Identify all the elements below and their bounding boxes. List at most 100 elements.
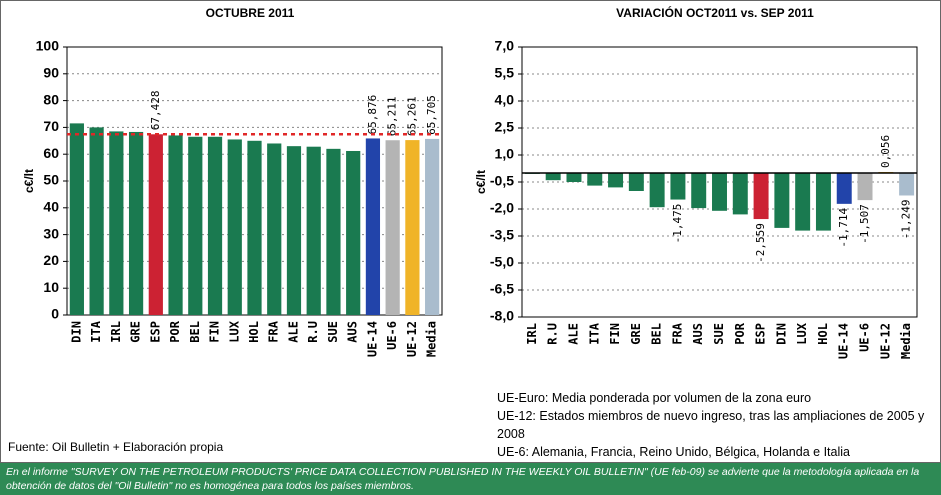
- y-tick-label: -8,0: [490, 308, 514, 324]
- bar: [628, 173, 644, 191]
- y-tick-label: 50: [43, 172, 59, 188]
- bar: [69, 123, 84, 315]
- note: UE-12: Estados miembros de nuevo ingreso…: [497, 409, 925, 441]
- note: UE-6: Alemania, Francia, Reino Unido, Bé…: [497, 445, 850, 459]
- x-tick-label: ALE: [566, 323, 580, 345]
- bar: [753, 173, 769, 220]
- x-tick-label: ALE: [286, 321, 300, 343]
- bar: [425, 138, 440, 315]
- x-tick-label: R.U: [546, 323, 560, 345]
- y-tick-label: 40: [43, 199, 59, 215]
- footer: En el informe "SURVEY ON THE PETROLEUM P…: [0, 463, 941, 495]
- bar: [346, 150, 361, 315]
- x-tick-label: Media: [425, 321, 439, 357]
- x-tick-label: FRA: [267, 320, 281, 342]
- bar: [109, 131, 124, 315]
- value-label: 65,876: [366, 95, 379, 135]
- charts: OCTUBRE 2011 c€/lt 0 10 20 30 40 50 60 70 80 90 100 D…: [0, 0, 941, 463]
- x-tick-label: POR: [733, 322, 747, 344]
- y-tick-label: -5,0: [490, 254, 514, 270]
- y-tick-label: 2,5: [495, 119, 515, 135]
- y-axis-label: c€/lt: [22, 169, 36, 193]
- y-tick-label: 90: [43, 65, 59, 81]
- x-tick-label: AUS: [346, 321, 360, 343]
- x-tick-label: UE-14: [365, 321, 379, 357]
- bar: [608, 173, 624, 188]
- bar: [670, 173, 686, 200]
- x-tick-label: ITA: [587, 322, 601, 344]
- x-tick-label: IRL: [109, 321, 123, 343]
- bar: [587, 173, 603, 186]
- y-tick-label: -2,0: [490, 200, 514, 216]
- y-tick-label: 20: [43, 252, 59, 268]
- x-tick-label: HOL: [247, 321, 261, 343]
- bar: [405, 140, 420, 315]
- plot-frame: [521, 46, 918, 318]
- bar: [188, 136, 203, 315]
- value-label: 67,428: [149, 91, 162, 131]
- chart-title: OCTUBRE 2011: [206, 6, 295, 20]
- y-tick-label: 4,0: [495, 92, 515, 108]
- bar: [365, 138, 381, 315]
- bar: [691, 173, 707, 209]
- value-label: -1,249: [900, 199, 913, 239]
- notes: UE-Euro: Media ponderada por volumen de …: [497, 389, 937, 461]
- bar: [385, 140, 400, 315]
- x-tick-label: UE-6: [858, 323, 872, 352]
- y-axis-label: c€/lt: [474, 170, 488, 194]
- bar: [306, 146, 321, 315]
- x-tick-label: BEL: [650, 323, 664, 345]
- bar: [545, 173, 561, 181]
- bar: [712, 173, 727, 211]
- x-tick-label: Media: [899, 323, 913, 359]
- value-label: -2,559: [754, 223, 767, 263]
- y-tick-label: 7,0: [495, 38, 515, 54]
- bar: [207, 136, 223, 315]
- bar: [227, 139, 242, 315]
- bar: [247, 140, 262, 315]
- chart-title: VARIACIÓN OCT2011 vs. SEP 2011: [616, 5, 814, 20]
- x-tick-label: LUX: [795, 322, 809, 344]
- bar: [732, 173, 748, 215]
- x-tick-label: POR: [168, 320, 182, 342]
- bar: [857, 173, 873, 201]
- x-tick-label: FRA: [670, 322, 684, 344]
- x-tick-label: HOL: [816, 323, 830, 345]
- x-tick-label: IRL: [525, 323, 539, 345]
- value-label: 65,705: [425, 95, 438, 135]
- bar: [774, 173, 790, 228]
- x-tick-label: UE-12: [878, 323, 892, 359]
- x-tick-label: DIN: [774, 323, 788, 345]
- x-tick-label: LUX: [227, 320, 241, 342]
- bar: [836, 173, 852, 204]
- y-tick-label: 5,5: [495, 65, 515, 81]
- bar: [649, 173, 665, 208]
- bar: [89, 127, 104, 316]
- bar: [566, 173, 582, 182]
- bar: [168, 135, 183, 315]
- y-tick-label: 10: [43, 279, 59, 295]
- y-tick-label: 30: [43, 225, 59, 241]
- x-tick-label: GRE: [129, 321, 143, 343]
- value-label: -1,475: [671, 204, 684, 244]
- bar: [815, 173, 831, 231]
- source: Fuente: Oil Bulletin + Elaboración propi…: [8, 440, 224, 454]
- y-tick-label: 70: [43, 118, 59, 134]
- x-tick-label: ITA: [89, 320, 103, 342]
- x-tick-label: UE-6: [385, 321, 399, 350]
- x-tick-label: UE-14: [837, 323, 851, 359]
- value-label: -1,507: [858, 204, 871, 244]
- y-tick-label: 80: [43, 91, 59, 107]
- bar: [128, 131, 144, 315]
- bar: [326, 148, 341, 315]
- x-tick-label: ESP: [148, 321, 162, 343]
- y-tick-label: 0: [51, 306, 59, 322]
- y-tick-label: -3,5: [490, 227, 514, 243]
- y-tick-label: 100: [36, 38, 60, 54]
- x-tick-label: BEL: [188, 321, 202, 343]
- bar: [267, 143, 282, 315]
- bar: [899, 173, 915, 196]
- x-tick-label: UE-12: [405, 321, 419, 357]
- x-tick-label: DIN: [69, 321, 83, 343]
